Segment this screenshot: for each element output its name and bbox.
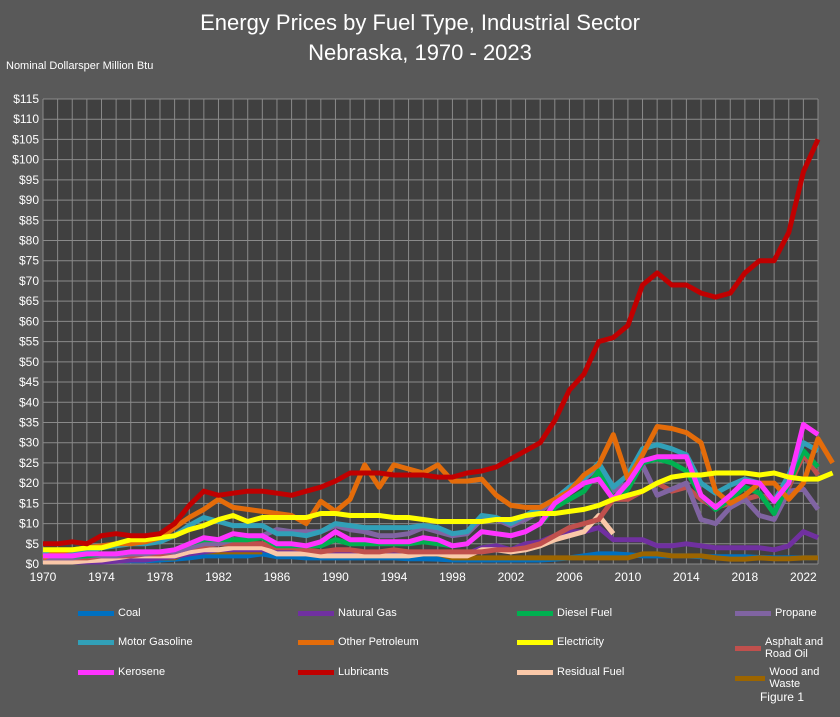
legend-item: Diesel Fuel	[517, 607, 612, 619]
legend-swatch	[298, 639, 334, 645]
legend-item: Motor Gasoline	[78, 636, 193, 648]
y-tick-label: $45	[19, 375, 39, 389]
legend-swatch	[78, 669, 114, 675]
x-tick-label: 2022	[790, 570, 817, 584]
y-tick-label: $70	[19, 274, 39, 288]
y-tick-label: $80	[19, 234, 39, 248]
series-line-other-petroleum	[42, 424, 835, 561]
chart-subtitle: Nebraska, 1970 - 2023	[308, 40, 532, 65]
legend-label: Coal	[118, 607, 141, 619]
y-tick-label: $65	[19, 294, 39, 308]
x-tick-label: 1994	[381, 570, 408, 584]
x-tick-label: 2006	[556, 570, 583, 584]
y-tick-label: $110	[13, 112, 39, 126]
x-tick-label: 2010	[615, 570, 642, 584]
y-tick-label: $60	[19, 314, 39, 328]
x-tick-label: 1970	[30, 570, 57, 584]
y-tick-label: $30	[19, 436, 39, 450]
legend-item: Wood and Waste	[735, 666, 840, 690]
legend-label: Wood and Waste	[769, 666, 820, 690]
legend-item: Natural Gas	[298, 607, 397, 619]
y-tick-label: $90	[19, 193, 39, 207]
legend-swatch	[298, 669, 334, 675]
y-tick-label: $40	[19, 395, 39, 409]
y-tick-label: $0	[26, 557, 40, 571]
legend-label: Electricity	[557, 636, 605, 648]
legend-swatch	[78, 610, 114, 616]
x-tick-label: 2018	[732, 570, 759, 584]
legend-label: Lubricants	[338, 666, 389, 678]
legend-item: Lubricants	[298, 666, 389, 678]
y-tick-label: $25	[19, 456, 39, 470]
x-tick-label: 1986	[264, 570, 291, 584]
y-tick-label: $75	[19, 254, 39, 268]
legend-swatch	[735, 675, 766, 681]
x-tick-label: 1974	[88, 570, 115, 584]
legend-item: Asphalt and Road Oil	[735, 636, 840, 660]
chart-title: Energy Prices by Fuel Type, Industrial S…	[200, 10, 640, 35]
y-tick-label: $85	[19, 213, 39, 227]
y-tick-label: $5	[26, 537, 40, 551]
y-tick-label: $115	[13, 92, 39, 106]
series-line-wood-and-waste	[423, 551, 818, 562]
x-tick-label: 1998	[439, 570, 466, 584]
legend-item: Propane	[735, 607, 817, 619]
x-tick-label: 1978	[147, 570, 174, 584]
legend-item: Residual Fuel	[517, 666, 624, 678]
legend-item: Other Petroleum	[298, 636, 419, 648]
legend-label: Propane	[775, 607, 817, 619]
y-tick-label: $10	[19, 517, 39, 531]
legend-swatch	[735, 645, 761, 651]
x-tick-label: 1982	[205, 570, 232, 584]
y-tick-label: $105	[12, 132, 39, 146]
legend-item: Kerosene	[78, 666, 165, 678]
x-tick-label: 1990	[322, 570, 349, 584]
series-line-kerosene	[43, 422, 820, 559]
legend-label: Other Petroleum	[338, 636, 419, 648]
x-tick-label: 2002	[498, 570, 525, 584]
y-tick-label: $55	[19, 335, 39, 349]
legend-label: Natural Gas	[338, 607, 397, 619]
y-tick-label: $50	[19, 355, 39, 369]
y-tick-label: $95	[19, 173, 39, 187]
legend-label: Residual Fuel	[557, 666, 625, 678]
legend-item: Coal	[78, 607, 141, 619]
legend-swatch	[78, 639, 114, 645]
legend-label: Kerosene	[118, 666, 166, 678]
legend-swatch	[298, 610, 334, 616]
legend-swatch	[735, 610, 771, 616]
legend-label: Motor Gasoline	[118, 636, 193, 648]
y-tick-label: $100	[12, 153, 39, 167]
figure-label: Figure 1	[759, 690, 804, 704]
y-tick-label: $35	[19, 415, 39, 429]
legend-label: Diesel Fuel	[557, 607, 613, 619]
x-tick-label: 2014	[673, 570, 700, 584]
legend-label: Asphalt and Road Oil	[764, 636, 824, 660]
y-tick-label: $20	[19, 476, 39, 490]
legend-item: Electricity	[517, 636, 604, 648]
y-axis-label: Nominal Dollarsper Million Btu	[6, 60, 154, 72]
y-tick-label: $15	[19, 496, 39, 510]
legend-swatch	[517, 669, 553, 675]
series-line-electricity	[43, 470, 834, 553]
legend-swatch	[517, 610, 553, 616]
legend-swatch	[517, 639, 553, 645]
series-line-lubricants	[43, 138, 821, 547]
